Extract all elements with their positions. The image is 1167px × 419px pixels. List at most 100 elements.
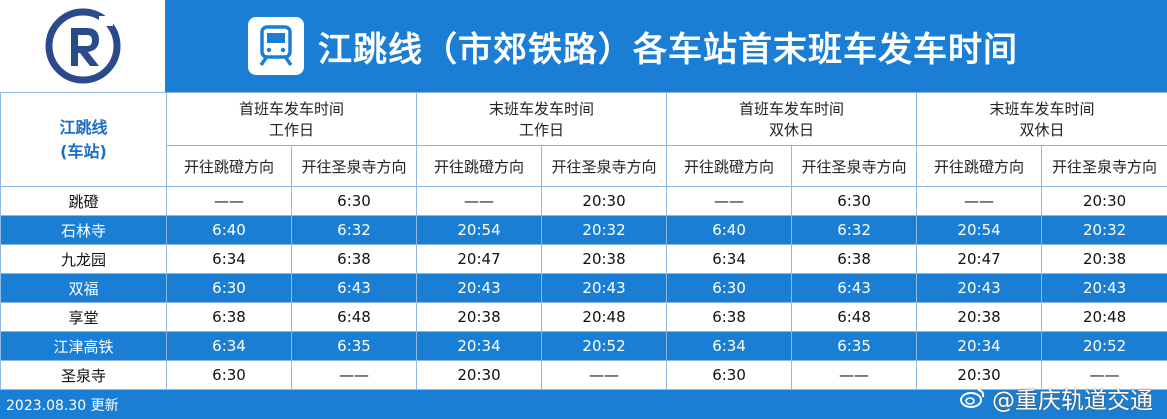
time-cell: —— (290, 360, 418, 390)
page-title: 江跳线（市郊铁路）各车站首末班车发车时间 (318, 29, 1018, 70)
time-cell: 20:43 (1041, 273, 1167, 303)
group-day: 双休日 (769, 121, 815, 139)
group-header: 首班车发车时间 双休日 (666, 92, 918, 146)
station-name: 双福 (0, 273, 167, 303)
time-cell: 20:54 (916, 215, 1043, 245)
station-name: 九龙园 (0, 244, 167, 274)
time-cell: —— (666, 186, 793, 216)
weibo-watermark: @重庆轨道交通 (960, 381, 1153, 415)
station-name: 享堂 (0, 302, 167, 332)
title-bar: 江跳线（市郊铁路）各车站首末班车发车时间 (166, 0, 1167, 92)
time-cell: 20:30 (541, 186, 668, 216)
station-name: 江津高铁 (0, 331, 167, 361)
time-cell: 20:38 (541, 244, 668, 274)
time-cell: 6:48 (791, 302, 918, 332)
direction-header: 开往圣泉寺方向 (541, 145, 668, 187)
time-cell: 6:34 (666, 244, 793, 274)
time-cell: 20:32 (1041, 215, 1167, 245)
rail-logo (0, 0, 166, 92)
time-cell: 6:30 (290, 186, 418, 216)
time-cell: 20:43 (541, 273, 668, 303)
time-cell: 6:40 (166, 215, 292, 245)
time-cell: 20:32 (541, 215, 668, 245)
time-cell: 20:43 (416, 273, 543, 303)
station-name: 跳磴 (0, 186, 167, 216)
line-station-header: 江跳线 (车站) (0, 92, 167, 187)
time-cell: 6:38 (666, 302, 793, 332)
group-title: 首班车发车时间 (239, 100, 345, 118)
group-day: 工作日 (519, 121, 565, 139)
time-cell: 6:32 (290, 215, 418, 245)
station-name: 石林寺 (0, 215, 167, 245)
group-header: 首班车发车时间 工作日 (165, 92, 418, 146)
update-date: 2023.08.30 更新 (6, 398, 119, 414)
rail-r-logo-icon (45, 8, 120, 84)
time-cell: 6:38 (166, 302, 292, 332)
direction-header: 开往跳磴方向 (416, 145, 543, 187)
time-cell: 6:43 (791, 273, 918, 303)
timetable: 江跳线 (车站) 首班车发车时间 工作日 末班车发车时间 工作日 首班车发车时间… (0, 92, 1167, 390)
time-cell: 6:34 (666, 331, 793, 361)
weibo-icon (960, 389, 985, 408)
time-cell: 20:34 (916, 331, 1043, 361)
group-title: 末班车发车时间 (489, 100, 595, 118)
direction-header: 开往跳磴方向 (166, 145, 292, 187)
direction-header: 开往跳磴方向 (666, 145, 793, 187)
watermark-text: @重庆轨道交通 (992, 388, 1153, 414)
time-cell: 20:54 (416, 215, 543, 245)
time-cell: 20:52 (1041, 331, 1167, 361)
time-cell: 6:30 (666, 273, 793, 303)
group-header: 末班车发车时间 工作日 (416, 92, 668, 146)
station-label: (车站) (60, 141, 107, 161)
time-cell: 6:38 (791, 244, 918, 274)
time-cell: 6:43 (290, 273, 418, 303)
time-cell: 20:38 (916, 302, 1043, 332)
group-day: 工作日 (269, 121, 315, 139)
time-cell: 6:34 (166, 331, 292, 361)
direction-header: 开往圣泉寺方向 (290, 145, 418, 187)
time-cell: —— (791, 360, 918, 390)
time-cell: 20:30 (916, 360, 1043, 390)
time-cell: 6:35 (791, 331, 918, 361)
time-cell: —— (166, 186, 292, 216)
time-cell: 20:34 (416, 331, 543, 361)
time-cell: —— (916, 186, 1043, 216)
time-cell: 20:47 (916, 244, 1043, 274)
table-row: 跳磴 —— 6:30 —— 20:30 —— 6:30 —— 20:30 (0, 186, 1167, 216)
time-cell: —— (1041, 360, 1167, 390)
time-cell: 6:34 (166, 244, 292, 274)
table-row: 圣泉寺 6:30 —— 20:30 —— 6:30 —— 20:30 —— (0, 360, 1167, 390)
time-cell: 6:32 (791, 215, 918, 245)
time-cell: —— (541, 360, 668, 390)
group-header: 末班车发车时间 双休日 (916, 92, 1167, 146)
time-cell: 20:38 (1041, 244, 1167, 274)
time-cell: 6:30 (166, 273, 292, 303)
group-day: 双休日 (1019, 121, 1065, 139)
table-row: 双福 6:30 6:43 20:43 20:43 6:30 6:43 20:43… (0, 273, 1167, 303)
time-cell: 20:52 (541, 331, 668, 361)
direction-header: 开往圣泉寺方向 (1041, 145, 1167, 187)
table-row: 九龙园 6:34 6:38 20:47 20:38 6:34 6:38 20:4… (0, 244, 1167, 274)
time-cell: 20:48 (1041, 302, 1167, 332)
time-cell: 20:30 (416, 360, 543, 390)
time-cell: 6:35 (290, 331, 418, 361)
table-row: 享堂 6:38 6:48 20:38 20:48 6:38 6:48 20:38… (0, 302, 1167, 332)
table-row: 石林寺 6:40 6:32 20:54 20:32 6:40 6:32 20:5… (0, 215, 1167, 245)
direction-header: 开往跳磴方向 (916, 145, 1043, 187)
time-cell: 6:38 (290, 244, 418, 274)
table-row: 江津高铁 6:34 6:35 20:34 20:52 6:34 6:35 20:… (0, 331, 1167, 361)
time-cell: 6:30 (791, 186, 918, 216)
group-title: 首班车发车时间 (739, 100, 845, 118)
time-cell: 6:30 (166, 360, 292, 390)
time-cell: 6:30 (666, 360, 793, 390)
time-cell: 20:47 (416, 244, 543, 274)
time-cell: 6:48 (290, 302, 418, 332)
time-cell: 20:48 (541, 302, 668, 332)
line-label: 江跳线 (59, 117, 108, 137)
time-cell: 20:43 (916, 273, 1043, 303)
time-cell: 6:40 (666, 215, 793, 245)
train-icon (248, 17, 304, 75)
station-name: 圣泉寺 (0, 360, 167, 390)
group-title: 末班车发车时间 (989, 100, 1095, 118)
time-cell: 20:38 (416, 302, 543, 332)
